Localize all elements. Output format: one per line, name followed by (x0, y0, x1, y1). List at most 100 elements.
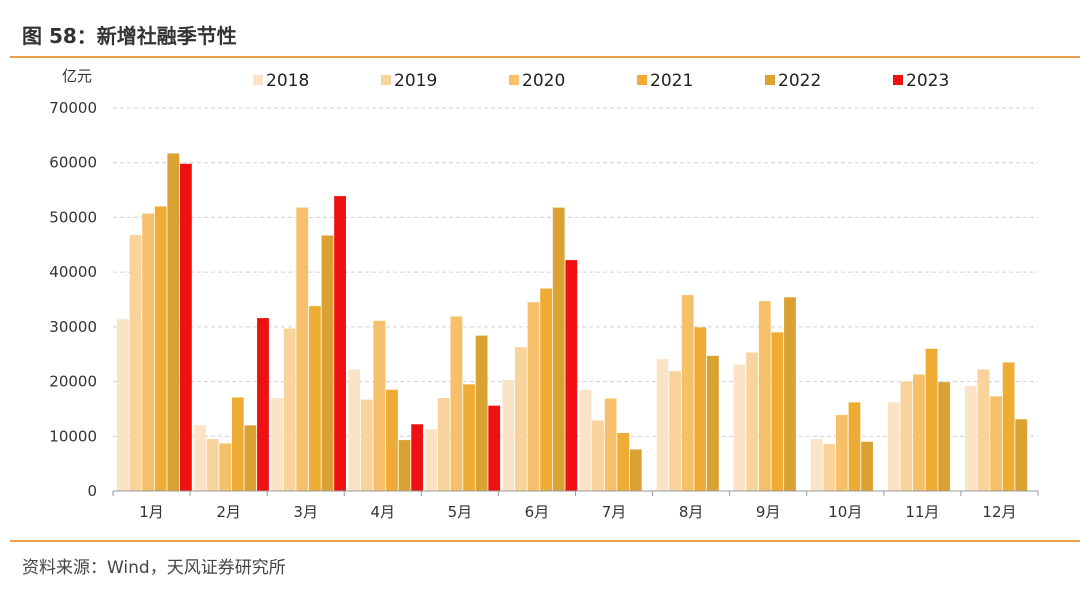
x-tick-label: 6月 (525, 503, 550, 521)
bar-2019-5 (437, 397, 450, 491)
bar-2022-11 (938, 382, 951, 491)
y-tick-label: 10000 (49, 427, 97, 445)
y-tick-label: 70000 (49, 99, 97, 117)
bar-2023-2 (257, 318, 269, 491)
bar-2023-5 (488, 405, 501, 491)
bottom-divider (10, 540, 1080, 542)
bar-2019-12 (977, 369, 990, 491)
bar-2023-1 (180, 163, 192, 491)
bar-2021-11 (925, 348, 938, 491)
bar-2019-10 (823, 443, 836, 491)
top-divider (10, 56, 1080, 58)
y-tick-label: 0 (87, 482, 97, 500)
bar-2018-10 (810, 439, 823, 491)
x-tick-label: 8月 (679, 503, 704, 521)
bar-2021-4 (386, 389, 398, 491)
y-tick-label: 50000 (49, 208, 97, 226)
legend-label-2020: 2020 (522, 71, 565, 91)
x-tick-label: 12月 (982, 503, 1016, 521)
bar-2018-11 (887, 402, 900, 491)
bar-2020-9 (758, 301, 771, 491)
source-note: 资料来源：Wind，天风证券研究所 (22, 558, 286, 578)
x-tick-label: 9月 (756, 503, 781, 521)
bar-2020-4 (373, 320, 386, 491)
y-tick-label: 40000 (49, 263, 97, 281)
legend-swatch-2020 (509, 75, 519, 85)
bar-2022-3 (321, 235, 334, 491)
x-tick-label: 3月 (293, 503, 318, 521)
x-tick-label: 4月 (371, 503, 396, 521)
bar-2019-7 (592, 420, 604, 491)
y-tick-label: 30000 (49, 318, 97, 336)
y-axis-ticks: 0 10000 20000 30000 40000 50000 60000 70000 (49, 99, 97, 500)
bar-2019-6 (515, 347, 527, 491)
bar-2018-4 (348, 369, 361, 491)
bar-2020-7 (604, 398, 617, 491)
x-tick-label: 2月 (216, 503, 241, 521)
bar-2021-9 (771, 332, 784, 491)
x-tick-label: 10月 (828, 503, 862, 521)
bar-2021-6 (540, 288, 553, 491)
bar-2022-5 (475, 335, 488, 491)
bar-2022-8 (706, 355, 719, 491)
bar-2018-9 (733, 364, 746, 491)
bar-2019-1 (129, 234, 142, 492)
legend-swatch-2019 (381, 75, 391, 85)
bar-2018-7 (579, 389, 592, 491)
bar-2021-5 (463, 384, 475, 491)
bar-2021-12 (1002, 362, 1015, 491)
bar-2021-1 (154, 206, 167, 491)
bar-2023-4 (411, 424, 424, 491)
x-tick-label: 11月 (905, 503, 939, 521)
bar-2019-8 (669, 371, 681, 491)
legend-label-2023: 2023 (906, 71, 949, 91)
y-tick-label: 60000 (49, 154, 97, 172)
bar-2021-7 (617, 433, 630, 491)
bar-2018-2 (194, 425, 206, 491)
bar-2020-12 (990, 396, 1002, 491)
bar-2019-2 (206, 439, 219, 491)
legend-swatch-2022 (765, 75, 775, 85)
bar-2020-6 (527, 302, 540, 491)
x-tick-label: 5月 (448, 503, 473, 521)
bar-2020-1 (142, 213, 154, 491)
legend-swatch-2023 (893, 75, 903, 85)
legend-label-2019: 2019 (394, 71, 437, 91)
bar-2022-1 (167, 153, 180, 492)
x-tick-label: 7月 (602, 503, 627, 521)
bar-2019-11 (900, 381, 913, 491)
bar-2018-5 (425, 429, 438, 491)
bar-2022-12 (1015, 419, 1028, 491)
bar-2023-3 (334, 196, 346, 491)
legend-label-2022: 2022 (778, 71, 821, 91)
bar-2019-3 (283, 328, 296, 491)
bar-2020-3 (296, 207, 309, 491)
bar-2020-10 (835, 414, 848, 491)
y-axis-label: 亿元 (62, 67, 92, 85)
bars (117, 153, 1028, 492)
bar-2021-3 (308, 306, 321, 491)
bar-2020-8 (681, 295, 694, 491)
bar-2020-11 (913, 374, 925, 491)
x-tick-label: 1月 (139, 503, 164, 521)
bar-2019-9 (746, 352, 759, 491)
bar-2021-8 (694, 327, 707, 491)
bar-2023-6 (565, 260, 578, 491)
bar-2021-2 (231, 397, 244, 491)
bar-2019-4 (360, 399, 373, 491)
bar-2022-9 (784, 297, 796, 491)
legend-swatch-2018 (253, 75, 263, 85)
legend-label-2021: 2021 (650, 71, 693, 91)
bar-2018-8 (656, 359, 669, 491)
chart-title: 图 58：新增社融季节性 (22, 24, 237, 48)
bar-2018-12 (964, 385, 977, 491)
bar-2022-10 (861, 441, 873, 491)
bar-2022-2 (244, 425, 257, 491)
legend-swatch-2021 (637, 75, 647, 85)
legend-label-2018: 2018 (266, 71, 309, 91)
bar-2018-6 (502, 379, 515, 491)
bar-2022-4 (398, 440, 411, 491)
legend: 2018 2019 2020 2021 2022 2023 (253, 71, 949, 91)
bar-2020-2 (219, 443, 232, 491)
y-tick-label: 20000 (49, 373, 97, 391)
